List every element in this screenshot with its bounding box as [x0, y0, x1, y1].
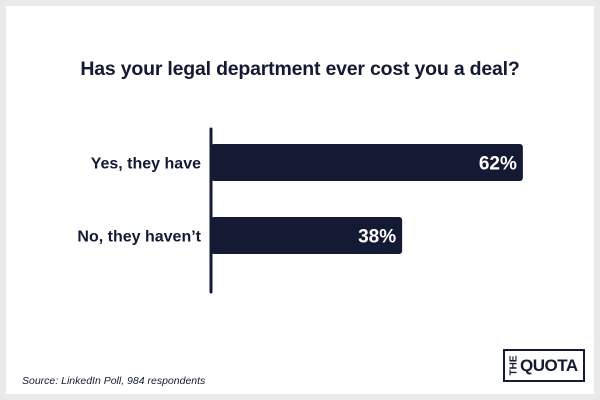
bar-1: [211, 144, 523, 181]
value-label-2: 38%: [358, 227, 396, 248]
chart-title: Has your legal department ever cost you …: [80, 58, 520, 80]
logo-quota-text: QUOTA: [520, 356, 578, 375]
category-label-2: No, they haven’t: [77, 229, 201, 246]
source-note: Source: LinkedIn Poll, 984 respondents: [22, 375, 206, 387]
chart-card: [6, 6, 594, 394]
svg-text:THE: THE: [509, 355, 520, 375]
logo-the-text: THE: [508, 351, 520, 380]
the-quota-logo: THE QUOTA: [503, 349, 585, 382]
value-label-1: 62%: [479, 154, 517, 175]
category-label-1: Yes, they have: [91, 156, 201, 173]
bar-2: [211, 217, 403, 254]
